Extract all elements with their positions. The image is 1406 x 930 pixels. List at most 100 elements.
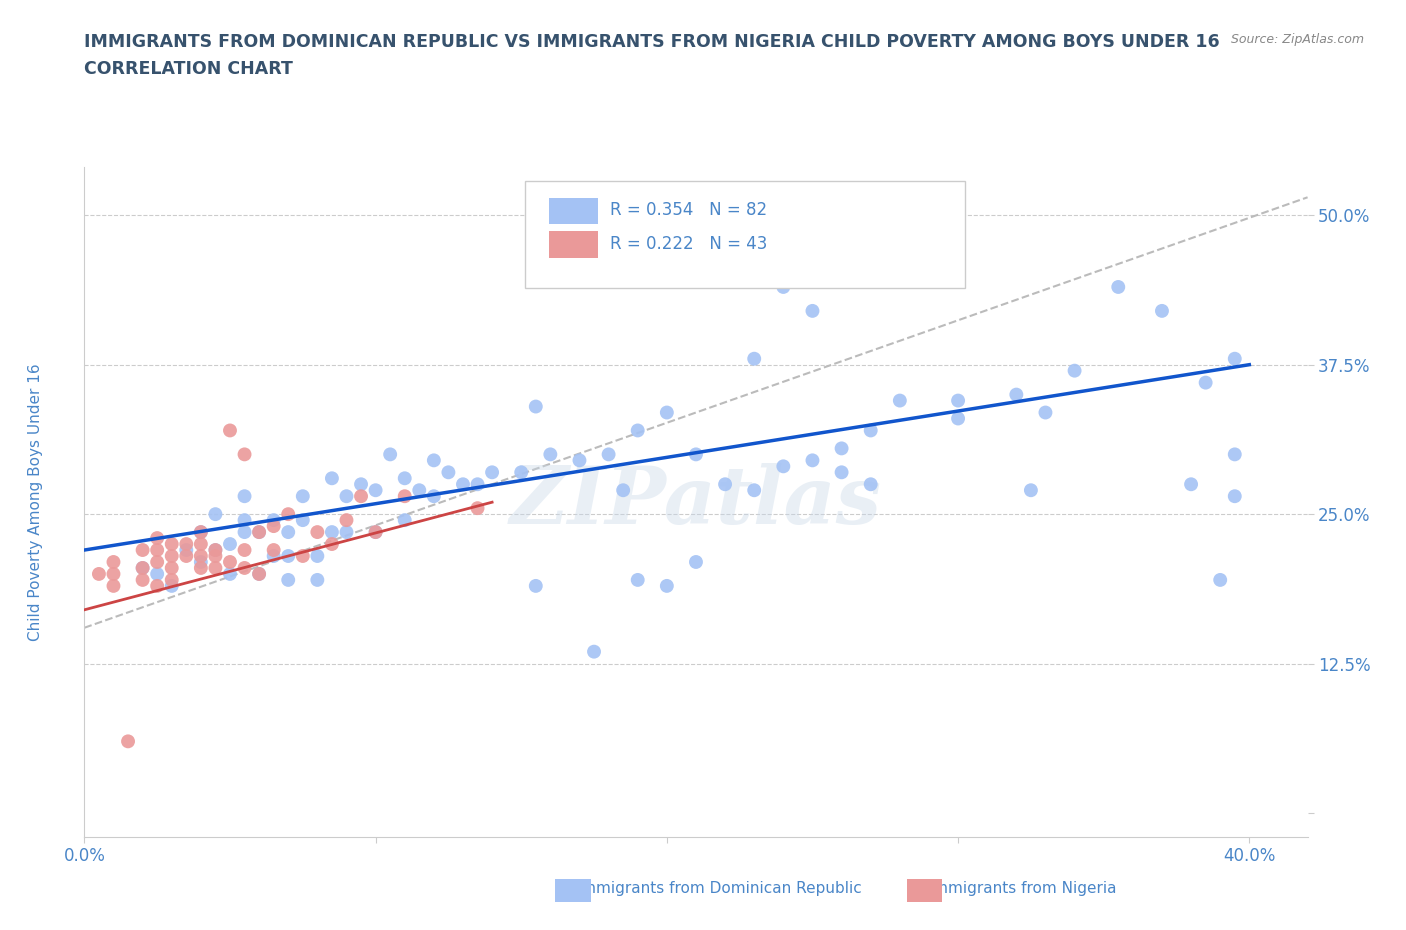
Point [335,525,357,539]
Point [1180,477,1202,492]
Point [247,566,270,581]
Point [524,399,547,414]
Point [131,561,153,576]
Point [394,489,416,504]
Point [190,525,212,539]
Point [467,477,489,492]
Point [510,465,533,480]
Point [1107,280,1129,295]
Point [131,573,153,588]
Point [335,489,357,504]
Point [219,554,242,569]
Text: Immigrants from Dominican Republic: Immigrants from Dominican Republic [562,881,862,896]
Bar [550,197,598,224]
Point [350,489,373,504]
Point [364,525,387,539]
Point [277,573,299,588]
Point [859,477,882,492]
Point [350,477,373,492]
Text: R = 0.222   N = 43: R = 0.222 N = 43 [610,234,768,253]
Point [204,542,226,557]
Point [481,465,503,480]
Point [394,471,416,485]
Point [160,573,183,588]
Text: Source: ZipAtlas.com: Source: ZipAtlas.com [1230,33,1364,46]
Point [742,352,765,366]
Point [742,483,765,498]
Point [219,423,242,438]
Point [598,447,620,462]
Point [174,542,197,557]
Point [190,561,212,576]
Point [190,554,212,569]
Point [277,507,299,522]
Point [160,561,183,576]
Point [247,525,270,539]
Point [117,734,139,749]
Point [394,512,416,527]
Point [1019,483,1042,498]
Point [131,542,153,557]
Point [627,573,650,588]
Point [103,566,125,581]
Point [233,489,256,504]
Text: CORRELATION CHART: CORRELATION CHART [84,60,294,78]
Point [146,554,169,569]
Point [233,447,256,462]
Point [437,465,460,480]
Point [364,525,387,539]
Text: Immigrants from Nigeria: Immigrants from Nigeria [914,881,1116,896]
Point [103,578,125,593]
Point [1063,364,1085,379]
Text: R = 0.354   N = 82: R = 0.354 N = 82 [610,201,768,219]
Point [801,453,824,468]
Point [174,549,197,564]
Point [1209,573,1232,588]
Point [364,483,387,498]
Point [263,542,285,557]
Point [146,531,169,546]
Point [685,554,707,569]
Point [263,549,285,564]
Point [190,549,212,564]
Point [291,489,314,504]
Point [263,519,285,534]
Point [146,566,169,581]
Point [946,411,969,426]
Point [190,537,212,551]
Point [831,441,853,456]
Point [87,566,110,581]
Point [321,537,343,551]
Point [772,280,794,295]
Point [233,512,256,527]
Point [612,483,634,498]
Point [174,537,197,551]
Point [247,525,270,539]
Point [307,525,329,539]
Text: IMMIGRANTS FROM DOMINICAN REPUBLIC VS IMMIGRANTS FROM NIGERIA CHILD POVERTY AMON: IMMIGRANTS FROM DOMINICAN REPUBLIC VS IM… [84,33,1220,50]
Point [263,512,285,527]
Point [946,393,969,408]
Point [524,578,547,593]
FancyBboxPatch shape [524,180,965,288]
Point [204,542,226,557]
Point [219,566,242,581]
Point [423,489,446,504]
Point [204,549,226,564]
Point [451,477,474,492]
Point [582,644,605,659]
Point [772,458,794,473]
Point [538,447,561,462]
Point [1035,405,1057,420]
Point [467,500,489,515]
Point [233,542,256,557]
Point [889,393,911,408]
Point [103,554,125,569]
Point [380,447,402,462]
Point [714,477,737,492]
Point [160,578,183,593]
Text: ZIPatlas: ZIPatlas [510,463,882,541]
Point [307,573,329,588]
Bar [550,231,598,258]
Point [219,537,242,551]
